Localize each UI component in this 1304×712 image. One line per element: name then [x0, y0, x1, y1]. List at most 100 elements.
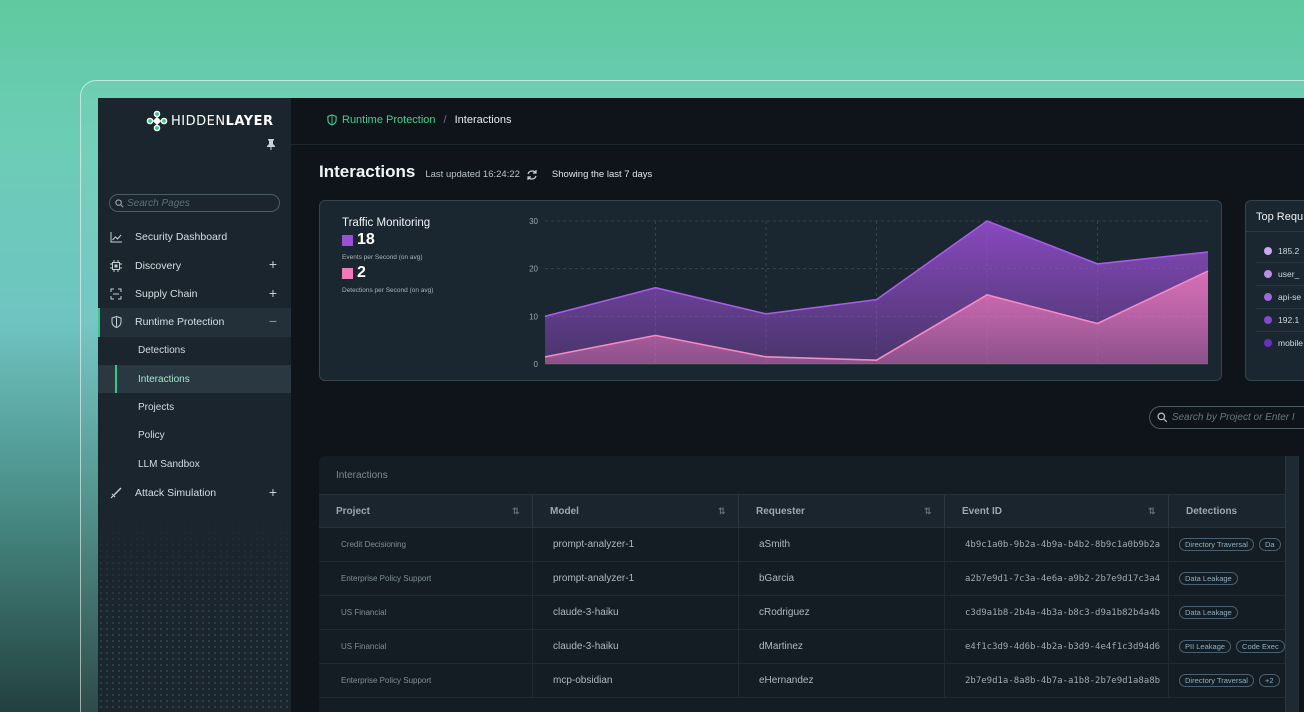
expand-plus-icon[interactable]: + [268, 256, 277, 273]
table-row[interactable]: Enterprise Policy Support mcp-obsidian eHe… [319, 664, 1299, 698]
sidebar-subitem-label: Detections [138, 345, 186, 357]
column-header-project[interactable]: Project ⇅ [319, 495, 533, 527]
project-cell: US Financial [319, 630, 533, 663]
search-pages-field[interactable] [109, 194, 280, 212]
table-row[interactable]: US Financial claude-3-haiku cRodriguez c3d9… [319, 596, 1299, 630]
search-pages-input[interactable] [127, 197, 277, 209]
top-requester-label: user_ [1278, 269, 1300, 279]
event-id-cell: a2b7e9d1-7c3a-4e6a-a9b2-2b7e9d17c3a4 [945, 562, 1169, 595]
sidebar-item-label: Supply Chain [135, 287, 198, 300]
detection-tag[interactable]: Code Exec [1236, 640, 1285, 653]
table-row[interactable]: Credit Decisioning prompt-analyzer-1 aSmit… [319, 528, 1299, 562]
interactions-table: Interactions Project ⇅ Model ⇅ Requester ⇅ … [319, 456, 1299, 712]
sort-icon[interactable]: ⇅ [924, 506, 932, 516]
pin-icon[interactable] [266, 138, 276, 153]
table-scrollbar[interactable] [1285, 456, 1299, 712]
top-requester-item[interactable]: api-se [1264, 292, 1301, 302]
top-requester-separator [1256, 262, 1304, 263]
detection-tag[interactable]: Directory Traversal [1179, 674, 1254, 687]
table-row[interactable]: Enterprise Policy Support prompt-analyzer… [319, 562, 1299, 596]
top-requester-separator [1256, 308, 1304, 309]
sidebar-item-attack-simulation[interactable]: Attack Simulation + [98, 479, 291, 507]
table-row[interactable]: US Financial claude-3-haiku dMartinez e4f1c… [319, 630, 1299, 664]
sort-icon[interactable]: ⇅ [718, 506, 726, 516]
model-cell: prompt-analyzer-1 [533, 528, 739, 561]
detection-tag[interactable]: PII Leakage [1179, 640, 1232, 653]
events-metric: 18 [342, 231, 375, 249]
legend-dot-icon [1264, 339, 1272, 347]
requester-cell: cRodriguez [739, 596, 945, 629]
line-chart-icon [109, 230, 123, 244]
time-range[interactable]: Showing the last 7 days [551, 169, 653, 180]
event-id-cell: 2b7e9d1a-8a8b-4b7a-a1b8-2b7e9d1a8a8b [945, 664, 1169, 697]
expand-plus-icon[interactable]: + [268, 483, 277, 500]
sidebar-item-supply-chain[interactable]: Supply Chain + [98, 280, 291, 308]
search-projects-field[interactable] [1149, 406, 1304, 429]
breadcrumb-separator: / [443, 114, 447, 126]
sidebar-item-label: Runtime Protection [135, 316, 225, 329]
breadcrumb-parent-label: Runtime Protection [342, 114, 436, 126]
top-requesters-title: Top Requ [1256, 211, 1304, 223]
refresh-icon[interactable] [526, 169, 538, 181]
y-tick-label: 30 [529, 217, 538, 226]
events-label: Events per Second (on avg) [342, 254, 423, 261]
legend-dot-icon [1264, 270, 1272, 278]
sidebar-subitem-detections[interactable]: Detections [98, 337, 291, 365]
table-caption: Interactions [336, 470, 388, 481]
sidebar-item-runtime-protection[interactable]: Runtime Protection − [98, 308, 291, 337]
detections-value: 2 [357, 264, 366, 281]
sidebar-subitem-policy[interactable]: Policy [98, 422, 291, 450]
traffic-title: Traffic Monitoring [342, 217, 431, 229]
top-requester-label: 185.2 [1278, 246, 1300, 256]
traffic-area-chart: 0 10 20 30 [529, 217, 1209, 369]
events-value: 18 [357, 231, 375, 248]
expand-plus-icon[interactable]: + [268, 284, 277, 301]
y-tick-label: 0 [534, 360, 539, 369]
project-cell: Enterprise Policy Support [319, 664, 533, 697]
column-header-label: Requester [756, 505, 805, 517]
requester-cell: aSmith [739, 528, 945, 561]
requester-cell: eHernandez [739, 664, 945, 697]
top-requester-label: mobile [1278, 338, 1304, 348]
detection-tag[interactable]: Da [1258, 538, 1281, 551]
column-header-requester[interactable]: Requester ⇅ [739, 495, 945, 527]
column-header-label: Model [550, 505, 579, 517]
column-header-event-id[interactable]: Event ID ⇅ [945, 495, 1169, 527]
sort-icon[interactable]: ⇅ [512, 506, 520, 516]
requester-cell: bGarcia [739, 562, 945, 595]
sidebar-nav: Security Dashboard Discovery + Supply Ch… [98, 223, 291, 507]
column-header-detections[interactable]: Detections [1169, 495, 1299, 527]
detection-tag[interactable]: +2 [1258, 674, 1280, 687]
sort-icon[interactable]: ⇅ [1148, 506, 1156, 516]
top-requester-item[interactable]: 185.2 [1264, 246, 1299, 256]
logo-text-light: HIDDEN [171, 113, 226, 129]
sword-icon [109, 486, 123, 500]
search-projects-input[interactable] [1171, 412, 1304, 423]
detections-label: Detections per Second (on avg) [342, 287, 434, 294]
sidebar-subitem-llm-sandbox[interactable]: LLM Sandbox [98, 450, 291, 478]
column-header-model[interactable]: Model ⇅ [533, 495, 739, 527]
top-requester-item[interactable]: 192.1 [1264, 315, 1299, 325]
sidebar-subitem-label: LLM Sandbox [138, 458, 200, 470]
chip-icon [109, 259, 123, 273]
detection-tag[interactable]: Directory Traversal [1179, 538, 1254, 551]
collapse-minus-icon[interactable]: − [268, 313, 277, 330]
top-requester-item[interactable]: user_ [1264, 269, 1299, 279]
legend-dot-icon [1264, 293, 1272, 301]
legend-dot-icon [1264, 247, 1272, 255]
sidebar-item-discovery[interactable]: Discovery + [98, 251, 291, 279]
sidebar-item-security-dashboard[interactable]: Security Dashboard [98, 223, 291, 251]
breadcrumb-parent-link[interactable]: Runtime Protection [327, 114, 436, 126]
brand-logo[interactable]: HIDDENLAYER [146, 110, 273, 132]
logo-mark-icon [146, 110, 168, 132]
detection-tag[interactable]: Data Leakage [1179, 606, 1238, 619]
project-cell: US Financial [319, 596, 533, 629]
top-requesters-divider [1246, 231, 1304, 232]
sidebar-subitem-projects[interactable]: Projects [98, 393, 291, 421]
top-requester-item[interactable]: mobile [1264, 338, 1303, 348]
detections-metric: 2 [342, 264, 366, 282]
y-tick-label: 20 [529, 265, 538, 274]
sidebar-subitem-interactions[interactable]: Interactions [98, 364, 291, 394]
last-updated: Last updated 16:24:22 [425, 169, 538, 181]
detection-tag[interactable]: Data Leakage [1179, 572, 1238, 585]
